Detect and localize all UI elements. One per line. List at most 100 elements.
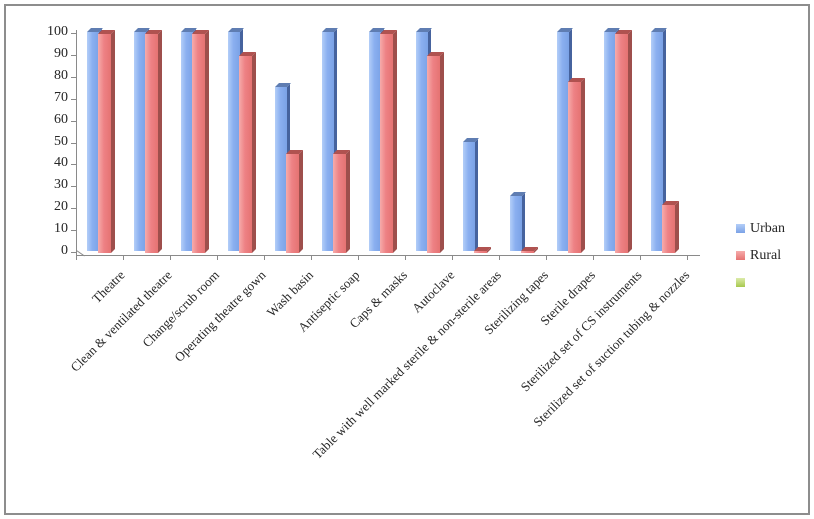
y-axis-label: 80 (54, 67, 68, 83)
bar-front-face (192, 34, 205, 253)
bar-side-face (299, 150, 303, 253)
bar-rural-4 (239, 51, 256, 253)
y-axis-label: 70 (54, 89, 68, 105)
bar-urban-4 (228, 28, 244, 251)
bar-front-face (286, 154, 299, 253)
bar-front-face (521, 250, 534, 253)
y-axis-tick (71, 33, 76, 34)
bar-front-face (181, 32, 193, 251)
bar-urban-3 (181, 28, 197, 251)
x-axis-tick (76, 256, 77, 260)
bar-front-face (380, 34, 393, 253)
y-axis-label: 20 (54, 199, 68, 215)
urban-series-marker-icon (736, 224, 745, 233)
bar-front-face (427, 55, 440, 253)
bar-front-face (275, 86, 287, 251)
y-axis-tick (71, 98, 76, 100)
bar-front-face (416, 32, 428, 251)
bar-front-face (568, 82, 581, 253)
bar-front-face (145, 34, 158, 253)
legend: Urban Rural (736, 219, 785, 300)
bar-rural-10 (521, 246, 538, 253)
x-axis-tick (640, 256, 641, 260)
bar-rural-8 (427, 51, 444, 253)
bar-side-face (675, 200, 679, 253)
legend-item-urban[interactable]: Urban (736, 219, 785, 238)
x-axis-tick (499, 256, 500, 260)
x-axis-tick (405, 256, 406, 260)
bar-rural-1 (98, 30, 115, 253)
bar-front-face (322, 32, 334, 251)
y-axis-tick (71, 54, 76, 56)
bar-front-face (228, 32, 240, 251)
chart-border (4, 4, 810, 515)
x-axis-tick (546, 256, 547, 260)
bar-side-face (346, 150, 350, 253)
bar-side-face (158, 30, 162, 253)
bar-front-face (463, 141, 475, 251)
bar-side-face (628, 30, 632, 253)
bar-rural-6 (333, 150, 350, 253)
bar-side-face (440, 51, 444, 253)
y-axis-tick (71, 230, 76, 232)
bar-urban-2 (134, 28, 150, 251)
bar-urban-1 (87, 28, 103, 251)
bar-front-face (134, 32, 146, 251)
x-axis-tick (123, 256, 124, 260)
y-axis-tick (71, 208, 76, 210)
bar-side-face (205, 30, 209, 253)
y-axis-label: 30 (54, 177, 68, 193)
y-axis-label: 60 (54, 111, 68, 127)
x-axis-tick (311, 256, 312, 260)
bar-urban-9 (463, 137, 479, 251)
rural-series-marker-icon (736, 251, 745, 260)
y-axis-label: 0 (61, 243, 68, 258)
y-axis-tick (71, 252, 76, 253)
legend-item-empty[interactable] (736, 273, 785, 292)
bar-urban-8 (416, 28, 432, 251)
bar-urban-11 (557, 28, 573, 251)
legend-item-rural[interactable]: Rural (736, 246, 785, 265)
bar-side-face (522, 193, 525, 251)
bar-side-face (252, 51, 256, 253)
bar-urban-5 (275, 82, 291, 251)
x-axis-tick (217, 256, 218, 260)
bar-front-face (239, 55, 252, 253)
bar-rural-11 (568, 78, 585, 253)
bar-front-face (662, 204, 675, 253)
bar-urban-10 (510, 192, 526, 251)
bar-front-face (615, 34, 628, 253)
bar-side-face (393, 30, 397, 253)
bar-rural-3 (192, 30, 209, 253)
bar-front-face (333, 154, 346, 253)
bar-rural-5 (286, 150, 303, 253)
bar-side-face (581, 78, 585, 253)
category-label: Theatre (89, 267, 128, 306)
bar-side-face (111, 30, 115, 253)
x-axis-tick (264, 256, 265, 260)
bar-rural-9 (474, 246, 491, 253)
y-axis-label: 90 (54, 45, 68, 61)
bar-front-face (557, 32, 569, 251)
y-axis-label: 100 (47, 24, 68, 39)
y-axis-tick (71, 164, 76, 166)
y-axis-label: 50 (54, 133, 68, 149)
y-axis-tick (71, 186, 76, 188)
bar-front-face (651, 32, 663, 251)
bar-front-face (510, 196, 522, 251)
bar-rural-13 (662, 200, 679, 253)
y-axis-tick (71, 76, 76, 78)
x-axis-tick (170, 256, 171, 260)
bar-front-face (474, 250, 487, 253)
y-axis-label: 10 (54, 221, 68, 237)
y-axis-tick (71, 142, 76, 144)
y-axis-label: 40 (54, 155, 68, 171)
bar-rural-7 (380, 30, 397, 253)
bar-front-face (98, 34, 111, 253)
x-axis-tick (687, 256, 688, 260)
x-axis-tick (452, 256, 453, 260)
bar-front-face (369, 32, 381, 251)
bar-front-face (87, 32, 99, 251)
